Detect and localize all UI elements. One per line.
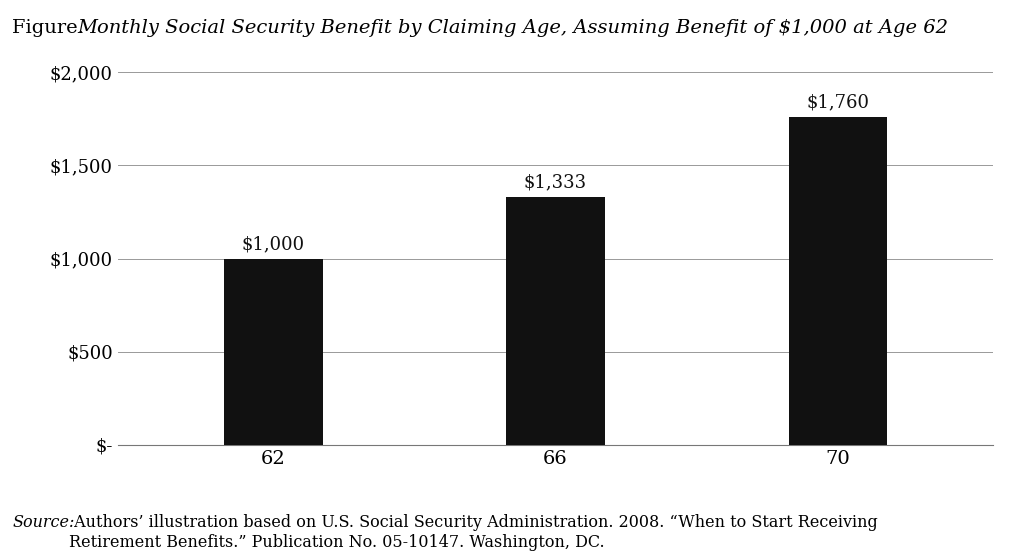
Text: $1,760: $1,760 (807, 94, 869, 112)
Text: Figure.: Figure. (12, 19, 90, 37)
Text: Source:: Source: (12, 514, 75, 532)
Bar (223, 259, 323, 445)
Bar (506, 196, 605, 445)
Text: $1,000: $1,000 (242, 235, 305, 254)
Text: Authors’ illustration based on U.S. Social Security Administration. 2008. “When : Authors’ illustration based on U.S. Soci… (69, 514, 878, 551)
Text: Monthly Social Security Benefit by Claiming Age, Assuming Benefit of $1,000 at A: Monthly Social Security Benefit by Claim… (77, 19, 948, 37)
Bar (788, 117, 888, 445)
Text: $1,333: $1,333 (524, 173, 587, 191)
